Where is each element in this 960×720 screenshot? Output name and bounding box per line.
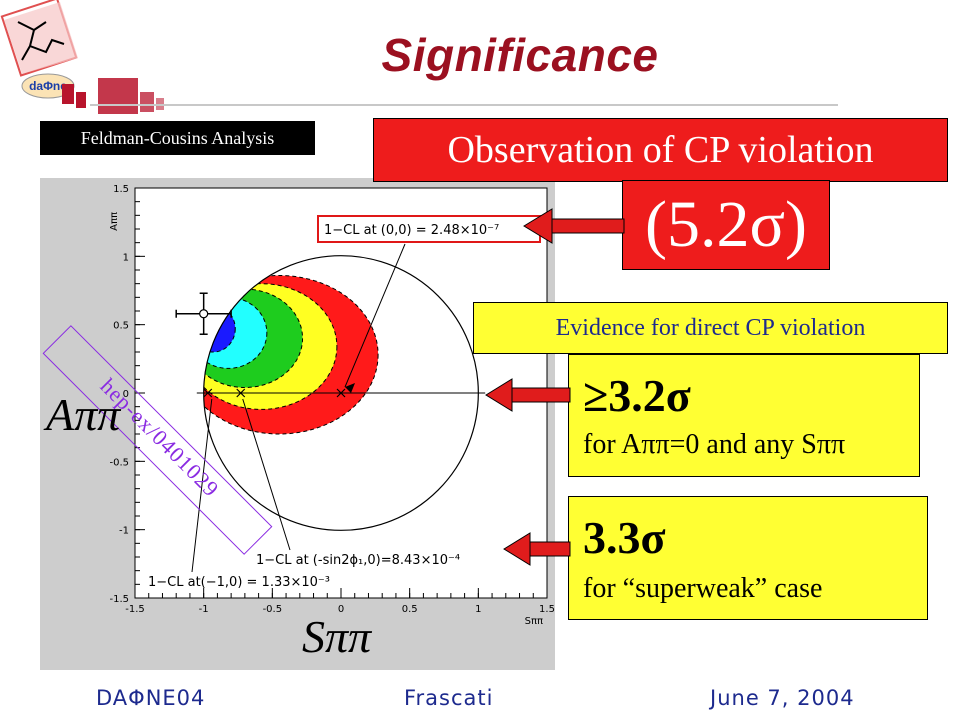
annotation-leader (344, 243, 406, 388)
sigma-5-2-box: (5.2σ) (622, 180, 830, 270)
measurement-marker (199, 309, 209, 319)
y-tick-label: -0.5 (109, 457, 129, 468)
annotation-leader (191, 398, 213, 573)
x-tick-label: -1 (199, 604, 209, 615)
cross-marker (336, 388, 346, 398)
y-tick-label: 1.5 (113, 184, 129, 195)
title-decoration-bar (98, 78, 138, 114)
direct-cp-box: ≥3.2σ for Aππ=0 and any Sππ (568, 354, 920, 477)
y-axis-label: Aππ (109, 212, 120, 231)
x-tick-label: 1 (475, 604, 481, 615)
cl-contour-3 (203, 288, 304, 389)
s-pipi-label: Sππ (302, 611, 372, 662)
cl-contour-2 (203, 296, 268, 369)
annotation-arrowhead (345, 383, 355, 393)
daphne-logo: daΦne (0, 0, 78, 99)
cross-marker (203, 388, 213, 398)
title-decoration-bar (62, 84, 74, 104)
direct-cp-text: for Aππ=0 and any Sππ (583, 429, 846, 460)
observation-box: Observation of CP violation (373, 118, 948, 182)
x-tick-label: 0 (338, 604, 344, 615)
x-tick-label: -0.5 (263, 604, 283, 615)
x-tick-label: -1.5 (125, 604, 145, 615)
annotation-text: 1−CL at (-sin2ϕ₁,0)=8.43×10⁻⁴ (256, 553, 460, 568)
a-pipi-label: Aππ (46, 389, 121, 440)
y-tick-label: -1 (119, 526, 129, 537)
annotation-text: 1−CL at(−1,0) = 1.33×10⁻³ (148, 575, 330, 590)
superweak-sigma: 3.3σ (583, 512, 666, 563)
x-axis-label: Sππ (525, 616, 543, 627)
measurement-point (175, 292, 232, 335)
page-title: Significance (381, 29, 659, 81)
superweak-text: for “superweak” case (583, 573, 823, 604)
y-tick-label: 0.5 (113, 321, 129, 332)
cl-contour-chart: -1.5 -1 -0.5 0 0.5 1 1.5 -1.5 -1 -0.5 0 0.5 1 1.5 Sππ… (109, 184, 555, 627)
axis-tick-labels: -1.5 -1 -0.5 0 0.5 1 1.5 -1.5 -1 -0.5 0 0.5 1 1.5 (109, 184, 554, 615)
annotation-text: 1−CL at (0,0) = 2.48×10⁻⁷ (324, 223, 499, 238)
analysis-label: Feldman-Cousins Analysis (40, 121, 315, 155)
y-tick-label: -1.5 (109, 594, 129, 605)
markers (203, 388, 346, 398)
cl-contour-4 (203, 283, 338, 410)
x-tick-label: 0.5 (402, 604, 418, 615)
evidence-box: Evidence for direct CP violation (473, 302, 948, 354)
footer-conference: DAΦNE04 (96, 686, 206, 710)
superweak-box: 3.3σ for “superweak” case (568, 496, 928, 620)
x-tick-label: 1.5 (539, 604, 555, 615)
title-decoration-bar (140, 92, 154, 112)
cl-contour-5 (203, 274, 379, 435)
svg-text:daΦne: daΦne (29, 79, 67, 93)
y-tick-label: 0 (123, 389, 129, 400)
annotation-box (317, 215, 541, 243)
cross-marker (236, 388, 246, 398)
footer-location: Frascati (404, 686, 494, 710)
y-tick-label: 1 (123, 252, 129, 263)
title-divider (90, 104, 838, 106)
direct-cp-sigma: ≥3.2σ (583, 370, 691, 421)
cl-contour-lines (203, 274, 379, 435)
title-decoration-bar (76, 92, 86, 108)
footer-date: June 7, 2004 (710, 686, 855, 710)
annotation-leader (242, 398, 291, 551)
annotations: 1−CL at (0,0) = 2.48×10⁻⁷ 1−CL at (-sin2ϕ… (148, 215, 541, 590)
axis-ticks (134, 187, 548, 599)
